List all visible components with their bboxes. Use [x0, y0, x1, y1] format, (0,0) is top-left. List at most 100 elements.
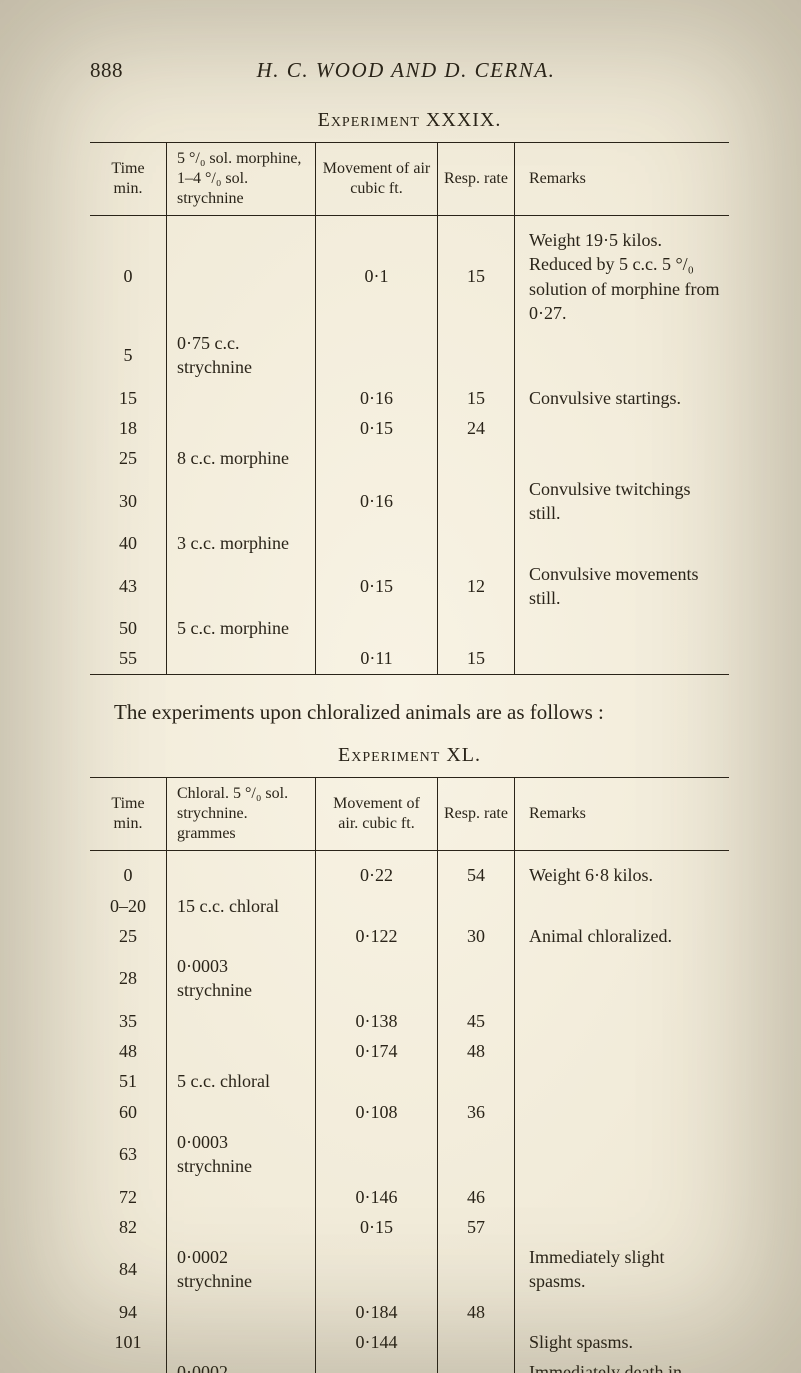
cell-c2 [167, 413, 316, 443]
cell-c2: 8 c.c. morphine [167, 443, 316, 473]
cell-c3 [316, 528, 438, 558]
cell-c4 [438, 891, 515, 921]
cell-c1: 63 [90, 1127, 167, 1182]
cell-c3 [316, 951, 438, 1006]
cell-c2 [167, 1327, 316, 1357]
cell-c3: 0·16 [316, 474, 438, 529]
col-resp: Resp. rate [438, 143, 515, 216]
table-row: 280·0003 strychnine [90, 951, 729, 1006]
cell-c4: 36 [438, 1097, 515, 1127]
cell-c1: 25 [90, 921, 167, 951]
page: 888 H. C. WOOD AND D. CERNA. Experiment … [0, 0, 801, 1373]
cell-c1: 0–20 [90, 891, 167, 921]
table-row: 430·1512Convulsive movements still. [90, 559, 729, 614]
cell-c5 [515, 1127, 730, 1182]
cell-c5 [515, 328, 730, 383]
cell-c5 [515, 1297, 730, 1327]
cell-c4: 48 [438, 1297, 515, 1327]
cell-c5 [515, 643, 730, 674]
cell-c4 [438, 613, 515, 643]
table-row: 820·1557 [90, 1212, 729, 1242]
cell-c4 [438, 528, 515, 558]
cell-c5 [515, 1006, 730, 1036]
cell-c5: Immediately slight spasms. [515, 1242, 730, 1297]
table-row: 101 0·144 Slight spasms. [90, 1327, 729, 1357]
cell-c5: Immediately death in spasms. [515, 1357, 730, 1373]
experiment-39-table: Time min. 5 °/₀ sol. morphine, 1–4 °/₀ s… [90, 142, 729, 675]
cell-c1: 103 [90, 1357, 167, 1373]
cell-c2: 0·0003 strychnine [167, 1127, 316, 1182]
cell-c3 [316, 1357, 438, 1373]
cell-c3: 0·15 [316, 1212, 438, 1242]
cell-c4 [438, 951, 515, 1006]
cell-c1: 25 [90, 443, 167, 473]
cell-c3: 0·122 [316, 921, 438, 951]
cell-c1: 15 [90, 383, 167, 413]
cell-c2 [167, 1036, 316, 1066]
cell-c4: 15 [438, 216, 515, 329]
cell-c5: Slight spasms. [515, 1327, 730, 1357]
cell-c5: Convulsive startings. [515, 383, 730, 413]
cell-c3 [316, 613, 438, 643]
cell-c4 [438, 1242, 515, 1297]
table-row: 0–2015 c.c. chloral [90, 891, 729, 921]
table-row: 258 c.c. morphine [90, 443, 729, 473]
cell-c5: Weight 19·5 kilos. Reduced by 5 c.c. 5 °… [515, 216, 730, 329]
cell-c1: 72 [90, 1182, 167, 1212]
col-movement: Movement of air. cubic ft. [316, 778, 438, 851]
table-row: 480·17448 [90, 1036, 729, 1066]
cell-c2 [167, 383, 316, 413]
cell-c2 [167, 216, 316, 329]
cell-c3: 0·146 [316, 1182, 438, 1212]
cell-c4: 54 [438, 851, 515, 891]
cell-c2: 15 c.c. chloral [167, 891, 316, 921]
cell-c1: 0 [90, 851, 167, 891]
cell-c5 [515, 413, 730, 443]
cell-c5 [515, 443, 730, 473]
col-movement: Movement of air cubic ft. [316, 143, 438, 216]
cell-c3: 0·144 [316, 1327, 438, 1357]
cell-c4 [438, 474, 515, 529]
table-row: 94 0·18448 [90, 1297, 729, 1327]
cell-c3: 0·184 [316, 1297, 438, 1327]
cell-c3: 0·16 [316, 383, 438, 413]
table-row: 720·14646 [90, 1182, 729, 1212]
cell-c3: 0·138 [316, 1006, 438, 1036]
cell-c3: 0·11 [316, 643, 438, 674]
running-title: H. C. WOOD AND D. CERNA. [83, 58, 729, 83]
cell-c2 [167, 643, 316, 674]
cell-c2 [167, 1212, 316, 1242]
experiment-40-title: Experiment XL. [90, 744, 729, 767]
cell-c1: 51 [90, 1066, 167, 1096]
cell-c3: 0·174 [316, 1036, 438, 1066]
table-row: 505 c.c. morphine [90, 613, 729, 643]
cell-c1: 43 [90, 559, 167, 614]
cell-c1: 94 [90, 1297, 167, 1327]
table-row: 630·0003 strychnine [90, 1127, 729, 1182]
cell-c4 [438, 328, 515, 383]
cell-c4: 15 [438, 643, 515, 674]
cell-c2: 3 c.c. morphine [167, 528, 316, 558]
cell-c5 [515, 1036, 730, 1066]
cell-c3: 0·108 [316, 1097, 438, 1127]
cell-c2 [167, 851, 316, 891]
cell-c5 [515, 891, 730, 921]
experiment-40-table: Time min. Chloral. 5 °/₀ sol. strychnine… [90, 777, 729, 1373]
col-remarks: Remarks [515, 778, 730, 851]
cell-c2 [167, 921, 316, 951]
cell-c3 [316, 1066, 438, 1096]
cell-c5: Convulsive twitchings still. [515, 474, 730, 529]
col-time: Time min. [90, 778, 167, 851]
table-row: 300·16Convulsive twitchings still. [90, 474, 729, 529]
cell-c4 [438, 1327, 515, 1357]
table-row: 600·10836 [90, 1097, 729, 1127]
cell-c5: Convulsive movements still. [515, 559, 730, 614]
cell-c1: 35 [90, 1006, 167, 1036]
table-row: 150·1615Convulsive startings. [90, 383, 729, 413]
table-row: 403 c.c. morphine [90, 528, 729, 558]
cell-c2: 0·0002 strychnine [167, 1357, 316, 1373]
cell-c5 [515, 1212, 730, 1242]
cell-c1: 55 [90, 643, 167, 674]
cell-c4: 12 [438, 559, 515, 614]
cell-c1: 101 [90, 1327, 167, 1357]
